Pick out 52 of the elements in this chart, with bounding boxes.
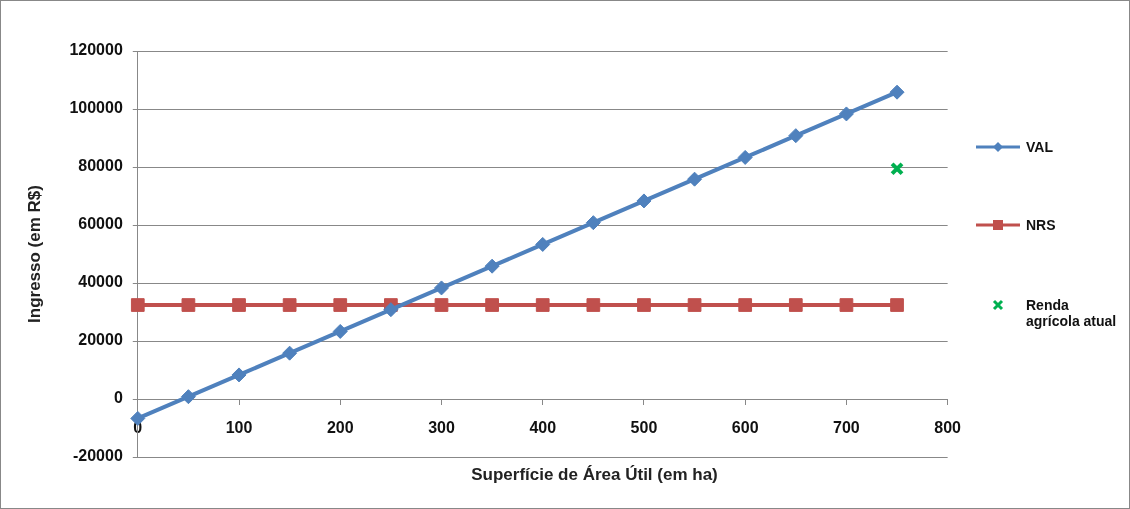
point bbox=[383, 302, 399, 318]
legend-label: VAL bbox=[1026, 139, 1054, 155]
point bbox=[788, 128, 804, 144]
point bbox=[687, 298, 702, 312]
point bbox=[433, 280, 449, 296]
y-axis-title: Ingresso (em R$) bbox=[24, 185, 44, 323]
point bbox=[535, 236, 551, 252]
point bbox=[231, 367, 247, 383]
point bbox=[484, 258, 500, 274]
x-tick-label: 800 bbox=[934, 419, 962, 437]
y-tick-label: 100000 bbox=[69, 99, 123, 117]
x-axis-title: Superfície de Área Útil (em ha) bbox=[470, 465, 719, 485]
point bbox=[282, 298, 297, 312]
point bbox=[687, 171, 703, 187]
point bbox=[890, 161, 904, 176]
point bbox=[637, 298, 651, 312]
point bbox=[889, 84, 905, 100]
point bbox=[130, 298, 145, 312]
legend-label: Renda agrícola atual bbox=[1026, 297, 1118, 329]
point bbox=[485, 298, 499, 312]
y-tick-label: 120000 bbox=[69, 41, 123, 59]
x-tick-label: 400 bbox=[529, 419, 557, 437]
point bbox=[585, 215, 601, 231]
point bbox=[839, 298, 854, 312]
y-tick-label: 80000 bbox=[78, 157, 123, 175]
point bbox=[333, 298, 348, 312]
legend-label: NRS bbox=[1026, 217, 1057, 233]
point bbox=[738, 298, 753, 312]
point bbox=[180, 389, 196, 405]
point bbox=[434, 298, 449, 312]
y-tick-label: 40000 bbox=[78, 273, 123, 291]
y-tick-label: 0 bbox=[113, 389, 123, 407]
y-tick-label: -20000 bbox=[72, 447, 123, 465]
x-tick-label: 100 bbox=[225, 419, 253, 437]
x-tick-label: 600 bbox=[731, 419, 759, 437]
y-tick-label: 20000 bbox=[78, 331, 123, 349]
point bbox=[332, 323, 348, 339]
point bbox=[535, 298, 550, 312]
x-tick-label: 300 bbox=[428, 419, 455, 437]
point bbox=[737, 149, 753, 165]
point bbox=[636, 193, 652, 209]
point bbox=[890, 298, 904, 312]
point bbox=[181, 298, 196, 312]
point bbox=[586, 298, 601, 312]
x-tick-label: 700 bbox=[833, 419, 860, 437]
point bbox=[788, 298, 803, 312]
x-tick-label: 500 bbox=[630, 419, 658, 437]
y-tick-label: 60000 bbox=[78, 215, 123, 233]
x-tick-label: 200 bbox=[326, 419, 354, 437]
point bbox=[838, 106, 854, 122]
point bbox=[282, 345, 298, 361]
point bbox=[232, 298, 246, 312]
